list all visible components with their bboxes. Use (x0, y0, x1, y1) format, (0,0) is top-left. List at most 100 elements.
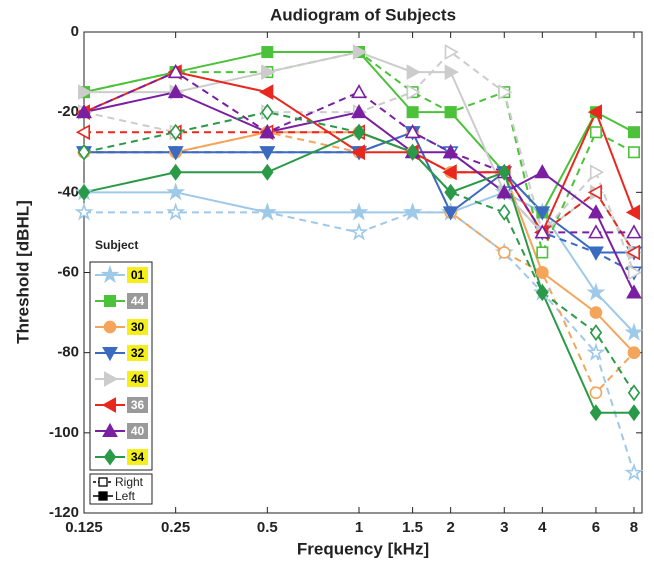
x-tick-label: 0.25 (161, 519, 190, 536)
marker (442, 164, 457, 181)
series-line (83, 51, 635, 215)
marker (75, 124, 90, 141)
marker (104, 371, 119, 387)
legend-marker (98, 491, 108, 501)
marker (587, 184, 602, 201)
x-tick-label: 8 (630, 519, 638, 536)
marker (77, 143, 91, 161)
marker (259, 84, 274, 100)
legend-label-bg (127, 449, 148, 465)
legend-label-bg (127, 267, 148, 283)
marker (169, 123, 182, 141)
marker (350, 144, 365, 161)
marker (169, 163, 182, 181)
marker (442, 206, 459, 221)
marker (166, 202, 186, 221)
x-tick-label: 0.125 (65, 519, 103, 536)
marker (627, 146, 640, 159)
marker (627, 404, 641, 422)
legend-label-bg (127, 423, 148, 439)
marker (534, 164, 551, 179)
y-axis-label: Threshold [dBHL] (13, 200, 32, 344)
marker (404, 124, 421, 139)
y-tick-label: -120 (49, 504, 79, 521)
legend-label: 40 (131, 424, 145, 438)
legend-label: 46 (131, 372, 145, 386)
marker (536, 246, 549, 259)
legend-label-bg (127, 345, 148, 361)
marker (261, 103, 274, 121)
x-tick-label: 0.5 (257, 519, 278, 536)
marker (444, 183, 457, 201)
marker (406, 64, 421, 80)
marker (626, 224, 642, 239)
y-tick-label: -40 (57, 183, 79, 200)
marker (406, 143, 419, 161)
legend-label: Right (115, 475, 144, 489)
series-line (84, 130, 635, 395)
x-tick-label: 4 (538, 519, 547, 536)
marker (167, 146, 184, 161)
marker (589, 386, 603, 400)
marker (586, 342, 606, 361)
marker (349, 222, 369, 241)
marker (442, 144, 459, 159)
marker (625, 244, 640, 261)
marker (352, 123, 366, 141)
x-axis-label: Frequency [kHz] (297, 539, 429, 558)
marker (259, 124, 276, 139)
series-line (83, 71, 635, 235)
y-tick-label: -60 (57, 263, 79, 280)
legend-label: 30 (131, 320, 145, 334)
marker (444, 44, 459, 60)
legend-label: 34 (131, 450, 145, 464)
marker (259, 146, 276, 161)
marker (624, 462, 644, 481)
marker (586, 282, 606, 301)
x-tick-label: 3 (500, 519, 508, 536)
marker (257, 202, 277, 221)
marker (589, 126, 602, 139)
marker (534, 224, 551, 239)
marker (103, 320, 117, 334)
series-line (84, 131, 635, 354)
series-line (83, 131, 634, 414)
marker (403, 202, 423, 221)
legend-label: Left (115, 489, 136, 503)
series-line (84, 211, 635, 474)
marker (587, 104, 602, 121)
marker (74, 202, 94, 221)
series-line (83, 70, 634, 234)
chart-title: Audiogram of Subjects (270, 5, 456, 24)
y-tick-label: -100 (49, 424, 79, 441)
y-tick-label: 0 (71, 23, 79, 40)
marker (100, 265, 120, 284)
legend-label: 32 (131, 346, 145, 360)
marker (589, 404, 603, 422)
marker (625, 204, 640, 221)
marker (76, 104, 92, 119)
y-tick-label: -80 (57, 344, 79, 361)
legend-label: 01 (131, 268, 145, 282)
x-tick-label: 6 (592, 519, 600, 536)
marker (261, 46, 274, 59)
marker (627, 126, 640, 139)
marker (104, 294, 117, 307)
marker (535, 266, 549, 279)
legend-marker (98, 477, 108, 487)
marker (167, 83, 184, 99)
marker (627, 346, 641, 359)
marker (167, 63, 184, 79)
marker (444, 64, 459, 80)
marker (349, 202, 369, 221)
marker (589, 164, 605, 181)
marker (496, 184, 513, 199)
marker (352, 44, 368, 60)
marker (351, 104, 367, 119)
marker (498, 84, 513, 100)
marker (588, 224, 604, 239)
marker (627, 264, 643, 281)
marker (102, 346, 118, 362)
legend-label: 44 (131, 294, 145, 308)
plot-frame (83, 31, 643, 514)
